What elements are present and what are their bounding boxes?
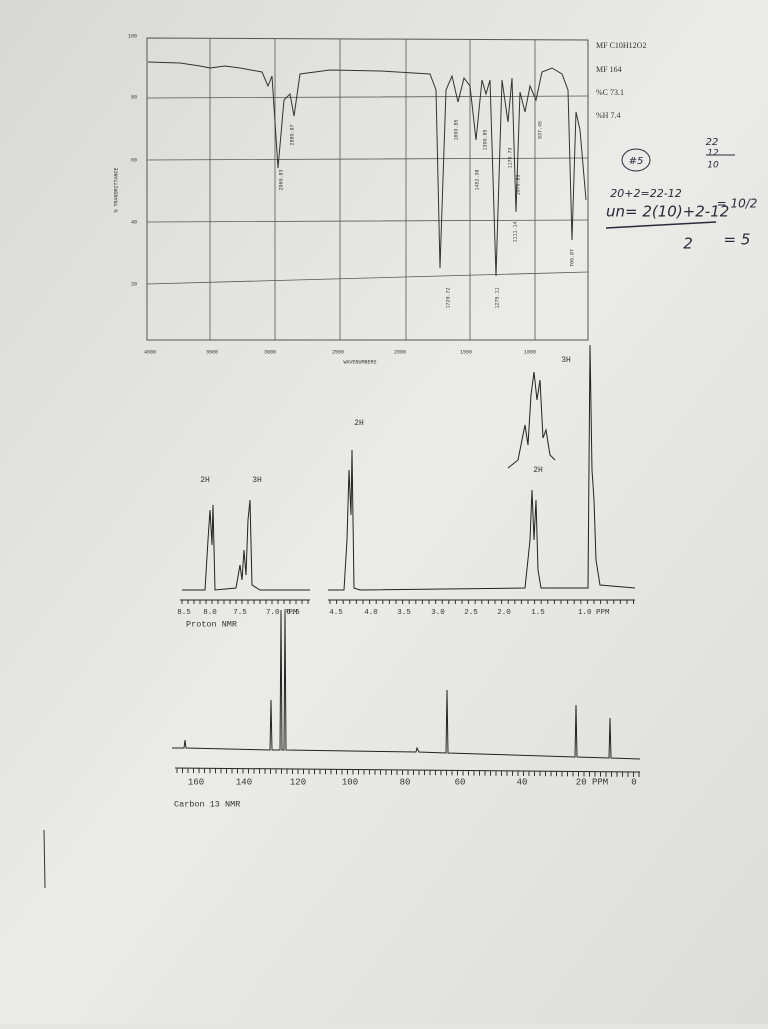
pen-mark [43, 829, 46, 889]
handwritten-note: 22 [706, 137, 719, 148]
y-tick-label: 60 [131, 157, 137, 163]
y-axis-label: % TRANSMITTANCE [113, 167, 119, 212]
integration-label: 2H [354, 419, 364, 428]
ppm-tick-label: 7.5 [233, 609, 247, 617]
ppm-tick-label: 4.5 [329, 609, 343, 617]
ppm-tick-label: 20 PPM [576, 777, 608, 787]
x-tick-label: 2500 [332, 349, 344, 355]
spectrum-label: Carbon 13 NMR [174, 799, 240, 809]
ppm-tick-label: 7.0 PPM [266, 609, 298, 617]
ppm-tick-label: 3.5 [397, 609, 411, 617]
peak-label: 2880.97 [289, 124, 295, 145]
ppm-tick-label: 1.0 PPM [578, 609, 610, 617]
ppm-tick-label: 160 [188, 777, 204, 787]
ppm-tick-label: 100 [342, 777, 358, 787]
ppm-tick-label: 120 [290, 777, 306, 787]
integration-label: 3H [252, 476, 262, 485]
peak-label: 2960.83 [278, 169, 284, 190]
handwritten-note: 10 [707, 161, 719, 171]
handwritten-note: 20+2=22-12 [610, 187, 681, 200]
y-tick-label: 80 [131, 94, 137, 100]
integration-label: 2H [533, 466, 543, 475]
x-tick-label: 1000 [524, 349, 536, 355]
peak-label: 1070.83 [515, 174, 521, 195]
peak-label: 709.87 [569, 249, 575, 267]
spectrum-label: Proton NMR [186, 619, 237, 629]
note-fraction-bar [605, 221, 717, 229]
ppm-tick-label: 6.5 [286, 609, 300, 617]
molecular-info: MF 164 [596, 65, 622, 74]
ir-trace [147, 61, 587, 277]
handwritten-note: 12 [707, 149, 719, 159]
ppm-tick-label: 2.0 [497, 609, 511, 617]
peak-label: 937.45 [537, 121, 543, 139]
note-circle [621, 148, 651, 172]
molecular-info: %C 73.1 [596, 88, 624, 97]
peak-label: 1720.72 [445, 287, 451, 308]
ppm-tick-label: 40 [517, 777, 528, 787]
y-tick-label: 40 [131, 219, 137, 225]
ppm-tick-label: 60 [455, 777, 466, 787]
y-tick-label: 100 [128, 33, 137, 39]
ppm-tick-label: 3.0 [431, 609, 445, 617]
ppm-tick-label: 8.0 [203, 609, 217, 617]
x-tick-label: 3000 [264, 349, 276, 355]
handwritten-note: un= 2(10)+2-12 [606, 203, 729, 221]
peak-label: 1111.14 [512, 221, 518, 242]
integration-label: 3H [561, 356, 571, 365]
ir-frame [146, 37, 589, 341]
peak-label: 1603.85 [453, 119, 459, 140]
x-tick-label: 2000 [394, 349, 406, 355]
handwritten-note: 2 [683, 235, 693, 253]
y-tick-label: 20 [131, 281, 137, 287]
ppm-tick-label: 8.5 [177, 609, 191, 617]
x-tick-label: 4000 [144, 349, 156, 355]
peak-label: 1390.85 [482, 129, 488, 150]
x-tick-label: 1500 [460, 349, 472, 355]
peak-label: 1452.38 [474, 169, 480, 190]
handwritten-note: = 5 [724, 231, 751, 249]
molecular-info: MF C10H12O2 [596, 41, 646, 50]
integration-label: 2H [200, 476, 210, 485]
ppm-tick-label: 0 [631, 777, 636, 787]
x-axis-label: WAVENUMBERS [343, 359, 376, 365]
x-tick-label: 3500 [206, 349, 218, 355]
handwritten-note: #5 [629, 156, 644, 167]
ppm-tick-label: 1.5 [531, 609, 545, 617]
ppm-tick-label: 2.5 [464, 609, 478, 617]
ppm-tick-label: 140 [236, 777, 252, 787]
peak-label: 1275.11 [494, 287, 500, 308]
handwritten-note: = 10/2 [717, 197, 758, 211]
molecular-info: %H 7.4 [596, 111, 620, 120]
peak-label: 1178.73 [507, 147, 513, 168]
ppm-tick-label: 4.0 [364, 609, 378, 617]
carbon-nmr-trace [172, 609, 641, 773]
ppm-tick-label: 80 [400, 777, 411, 787]
